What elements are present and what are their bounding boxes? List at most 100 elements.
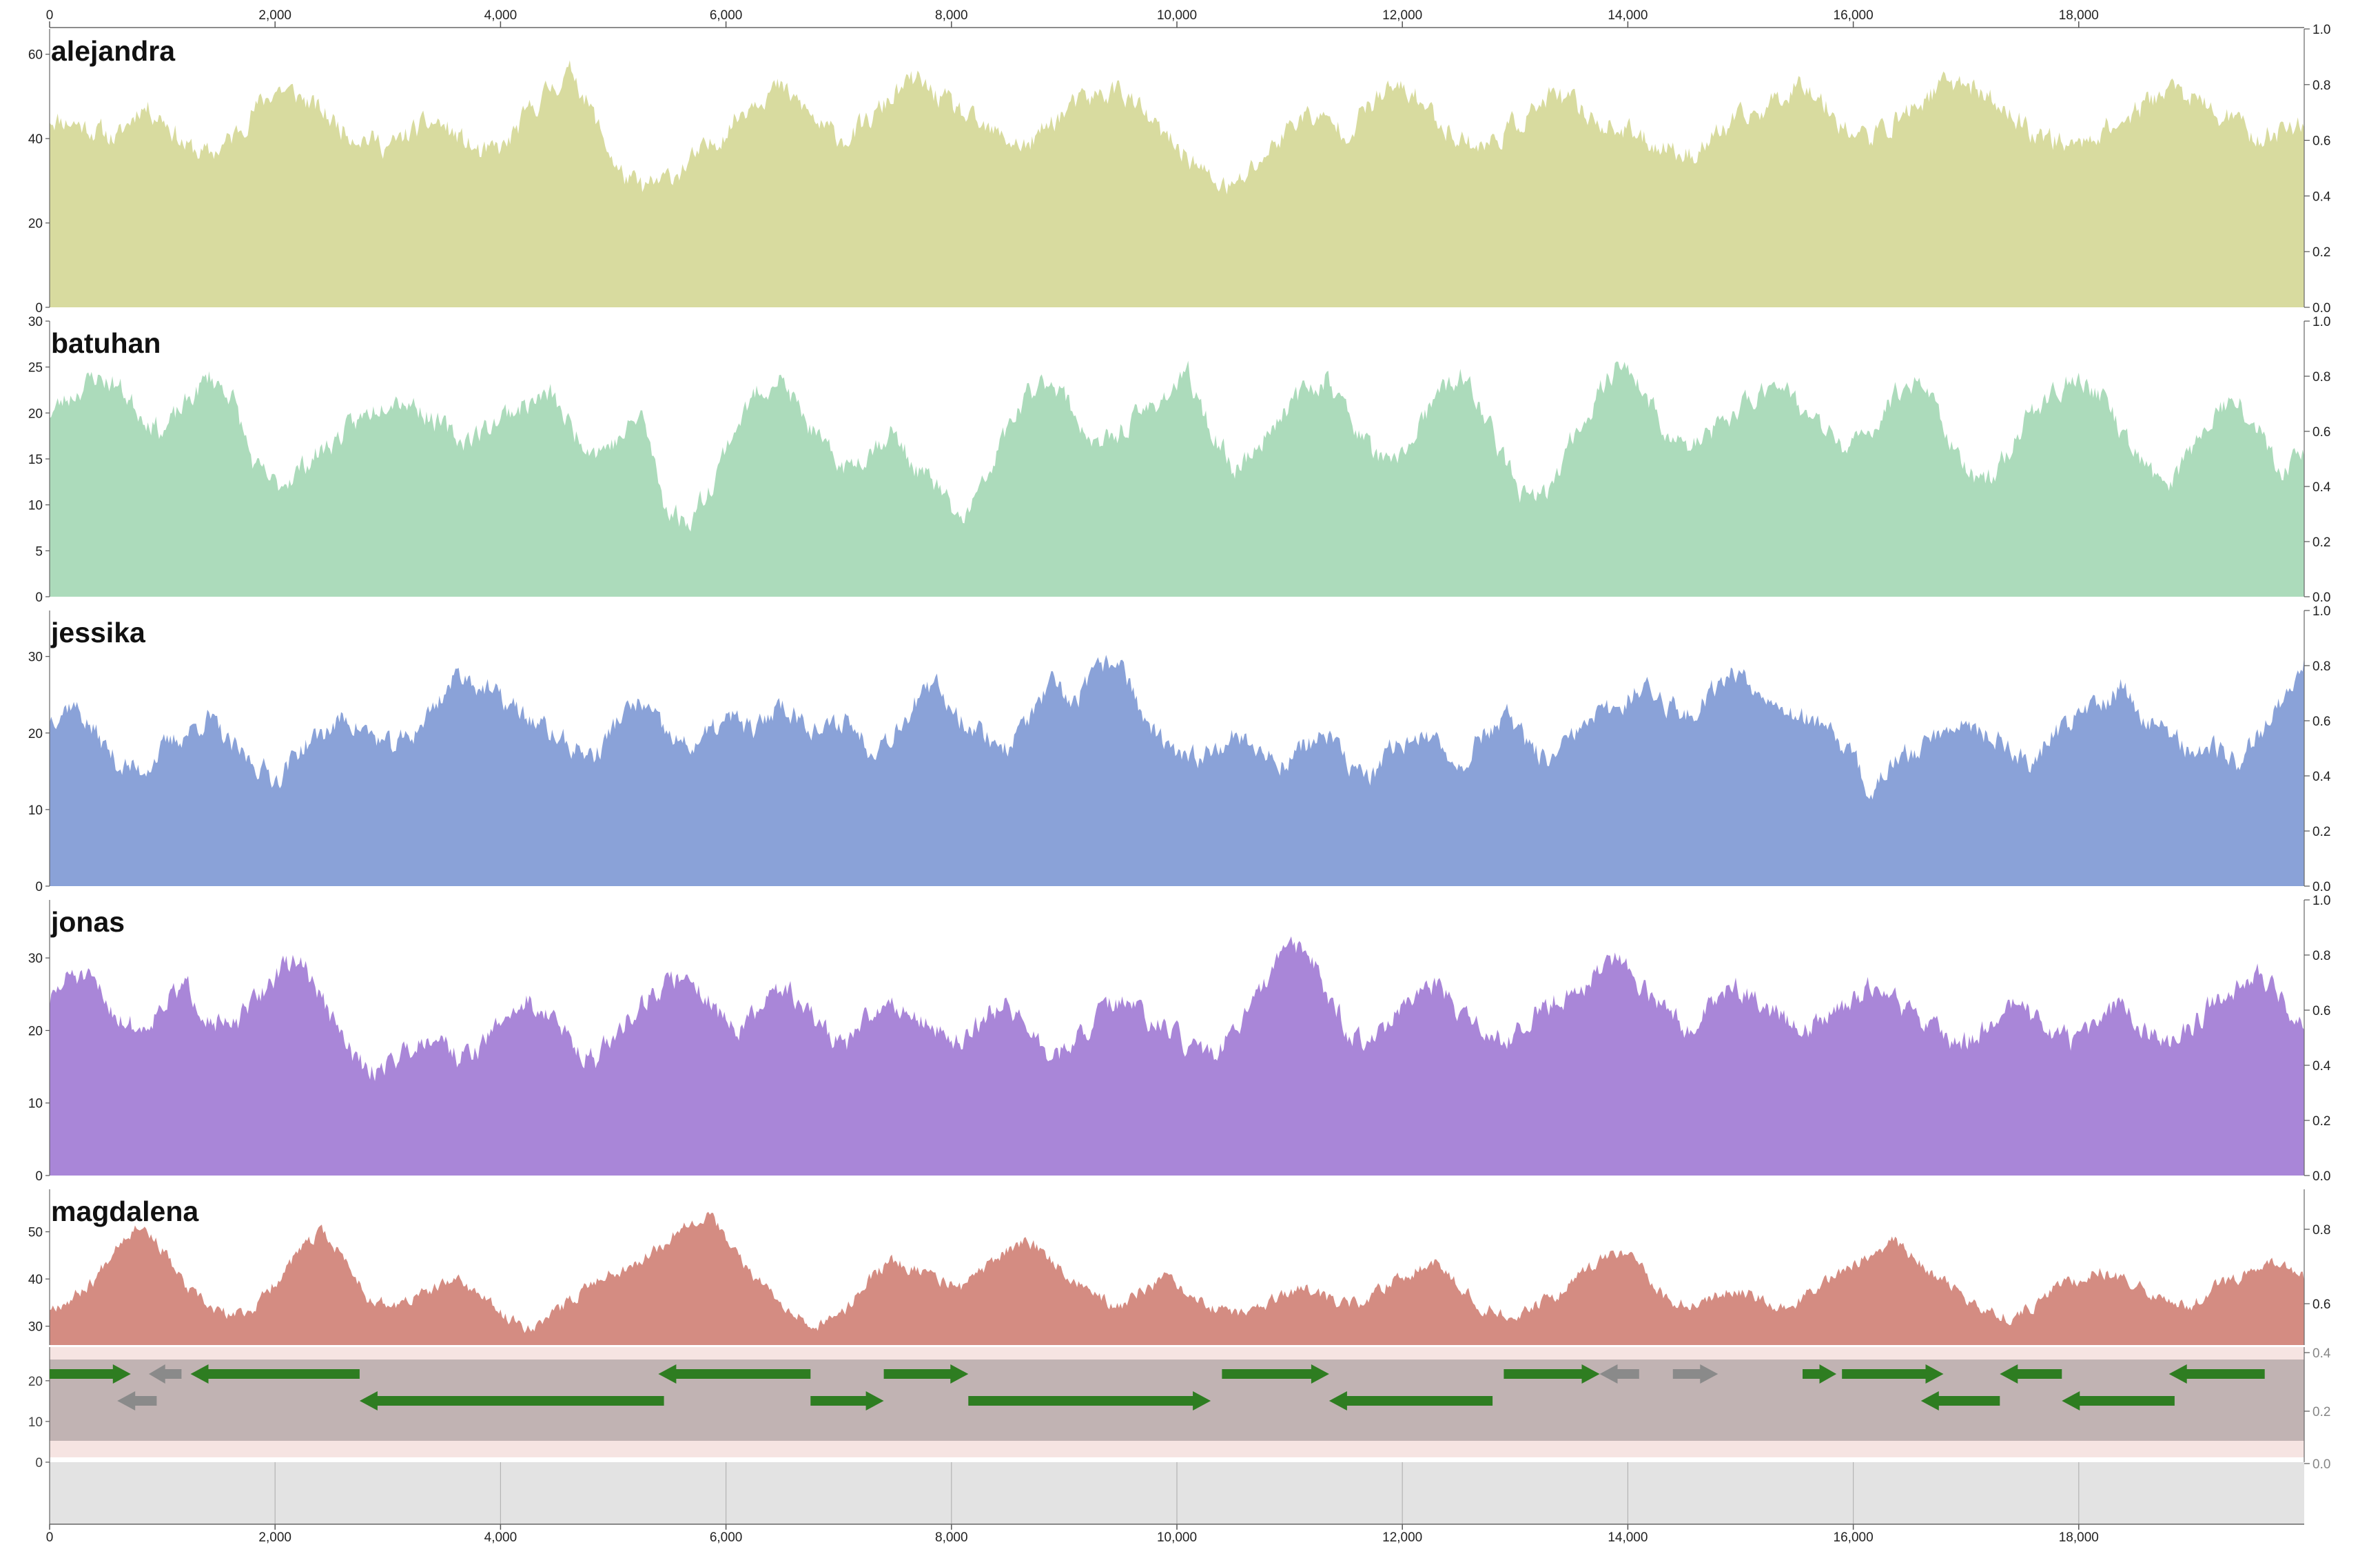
right-tick-label: 1.0 xyxy=(2312,23,2330,37)
other-feature-arrow[interactable] xyxy=(149,1364,182,1384)
right-tick-label: 0.8 xyxy=(2312,1223,2330,1238)
right-tick-label: 0.8 xyxy=(2312,949,2330,963)
gene-feature-arrow[interactable] xyxy=(50,1364,131,1384)
right-tick-label: 0.6 xyxy=(2312,1297,2330,1312)
annotation-left-tick-label: 20 xyxy=(28,1375,43,1389)
track-name-label: jessika xyxy=(50,617,146,648)
left-tick-label: 0 xyxy=(35,1169,43,1184)
track-name-label: magdalena xyxy=(51,1196,199,1227)
left-tick-label: 40 xyxy=(28,132,43,147)
bottom-tick-label: 10,000 xyxy=(1157,1530,1197,1545)
track-magdalena[interactable]: 30 40 50 0.6 0.8 magdalena xyxy=(28,1189,2331,1345)
right-tick-label: 0.0 xyxy=(2312,1169,2330,1184)
top-position-axis: 0 2,000 4,000 6,000 8,000 10,000 12,000 14,000 1… xyxy=(46,8,2304,28)
gene-feature-arrow[interactable] xyxy=(2062,1391,2175,1410)
bottom-tick-label: 2,000 xyxy=(258,1530,291,1545)
top-tick-label: 10,000 xyxy=(1157,8,1197,23)
left-tick-label: 10 xyxy=(28,499,43,513)
track-name-label: jonas xyxy=(50,906,125,938)
annotation-left-tick-label: 0 xyxy=(35,1456,43,1470)
right-tick-label: 0.8 xyxy=(2312,659,2330,674)
left-tick-label: 20 xyxy=(28,727,43,741)
coverage-area xyxy=(50,60,2304,308)
right-tick-label: 0.2 xyxy=(2312,245,2330,260)
left-tick-label: 10 xyxy=(28,1097,43,1111)
bottom-tick-label: 18,000 xyxy=(2059,1530,2099,1545)
gene-feature-arrow[interactable] xyxy=(2000,1364,2062,1384)
gene-feature-arrow[interactable] xyxy=(2168,1364,2265,1384)
gene-feature-arrow[interactable] xyxy=(1222,1364,1329,1384)
gene-feature-arrow[interactable] xyxy=(968,1391,1211,1410)
top-tick-label: 4,000 xyxy=(484,8,517,23)
right-tick-label: 0.0 xyxy=(2312,880,2330,894)
right-tick-label: 1.0 xyxy=(2312,894,2330,908)
right-tick-label: 0.0 xyxy=(2312,301,2330,316)
gene-feature-arrow[interactable] xyxy=(1329,1391,1493,1410)
left-tick-label: 15 xyxy=(28,453,43,467)
left-tick-label: 30 xyxy=(28,1320,43,1335)
other-feature-arrow[interactable] xyxy=(1672,1364,1719,1384)
gene-feature-arrow[interactable] xyxy=(658,1364,811,1384)
bottom-position-axis: 0 2,000 4,000 6,000 8,000 10,000 12,000 14,000 1… xyxy=(46,1462,2304,1545)
track-jonas[interactable]: 0 10 20 30 0.0 0.2 0.4 0.6 0.8 1.0 jonas xyxy=(28,894,2331,1184)
track-name-label: batuhan xyxy=(51,327,161,359)
left-tick-label: 40 xyxy=(28,1273,43,1287)
gene-feature-arrow[interactable] xyxy=(1803,1364,1837,1384)
top-tick-label: 18,000 xyxy=(2059,8,2099,23)
top-tick-label: 6,000 xyxy=(710,8,743,23)
track-batuhan[interactable]: 0 5 10 15 20 25 30 0.0 0.2 0.4 0.6 0.8 1.0 batuhan xyxy=(28,315,2331,605)
left-tick-label: 20 xyxy=(28,217,43,232)
right-tick-label: 0.0 xyxy=(2312,591,2330,605)
gene-feature-arrow[interactable] xyxy=(1504,1364,1600,1384)
right-tick-label: 0.8 xyxy=(2312,370,2330,384)
other-feature-arrow[interactable] xyxy=(117,1391,157,1410)
annotation-left-tick-label: 10 xyxy=(28,1415,43,1430)
bottom-tick-label: 4,000 xyxy=(484,1530,517,1545)
right-tick-label: 1.0 xyxy=(2312,604,2330,619)
left-tick-label: 0 xyxy=(35,591,43,605)
coverage-area xyxy=(50,360,2304,597)
top-tick-label: 14,000 xyxy=(1608,8,1648,23)
left-tick-label: 50 xyxy=(28,1226,43,1240)
left-tick-label: 0 xyxy=(35,301,43,316)
right-tick-label: 0.4 xyxy=(2312,189,2331,204)
track-alejandra[interactable]: 0 20 40 60 0.0 0.2 0.4 0.6 0.8 1.0 alejandra xyxy=(28,23,2331,316)
right-tick-label: 0.6 xyxy=(2312,715,2330,729)
annotation-right-tick-label: 0.4 xyxy=(2312,1346,2331,1361)
coverage-area xyxy=(50,655,2304,886)
right-tick-label: 0.6 xyxy=(2312,425,2330,440)
left-tick-label: 30 xyxy=(28,315,43,329)
right-tick-label: 0.2 xyxy=(2312,825,2330,839)
bottom-tick-label: 8,000 xyxy=(935,1530,968,1545)
top-tick-label: 16,000 xyxy=(1834,8,1874,23)
left-tick-label: 0 xyxy=(35,880,43,894)
annotation-right-tick-label: 0.0 xyxy=(2312,1457,2330,1472)
gene-feature-arrow[interactable] xyxy=(359,1391,664,1410)
right-tick-label: 1.0 xyxy=(2312,315,2330,329)
top-tick-label: 8,000 xyxy=(935,8,968,23)
gene-feature-arrow[interactable] xyxy=(810,1391,884,1410)
top-tick-label: 2,000 xyxy=(258,8,291,23)
gene-feature-arrow[interactable] xyxy=(1842,1364,1944,1384)
bottom-tick-label: 14,000 xyxy=(1608,1530,1648,1545)
gene-feature-arrow[interactable] xyxy=(883,1364,969,1384)
bottom-tick-label: 16,000 xyxy=(1834,1530,1874,1545)
left-tick-label: 25 xyxy=(28,361,43,376)
annotation-bottom-strip xyxy=(50,1441,2304,1457)
right-tick-label: 0.4 xyxy=(2312,480,2331,495)
left-tick-label: 5 xyxy=(35,544,43,559)
right-tick-label: 0.4 xyxy=(2312,770,2331,784)
gene-feature-arrow[interactable] xyxy=(190,1364,360,1384)
bottom-tick-label: 0 xyxy=(46,1530,54,1545)
other-feature-arrow[interactable] xyxy=(1599,1364,1639,1384)
annotation-track: 0 10 20 0.0 0.2 0.4 xyxy=(28,1346,2331,1524)
left-tick-label: 20 xyxy=(28,407,43,421)
left-tick-label: 60 xyxy=(28,48,43,63)
coverage-area xyxy=(50,1211,2304,1345)
track-jessika[interactable]: 0 10 20 30 0.0 0.2 0.4 0.6 0.8 1.0 jessika xyxy=(28,604,2331,894)
left-tick-label: 10 xyxy=(28,803,43,818)
left-tick-label: 30 xyxy=(28,952,43,966)
gene-feature-arrow[interactable] xyxy=(1920,1391,2000,1410)
top-tick-label: 12,000 xyxy=(1382,8,1422,23)
